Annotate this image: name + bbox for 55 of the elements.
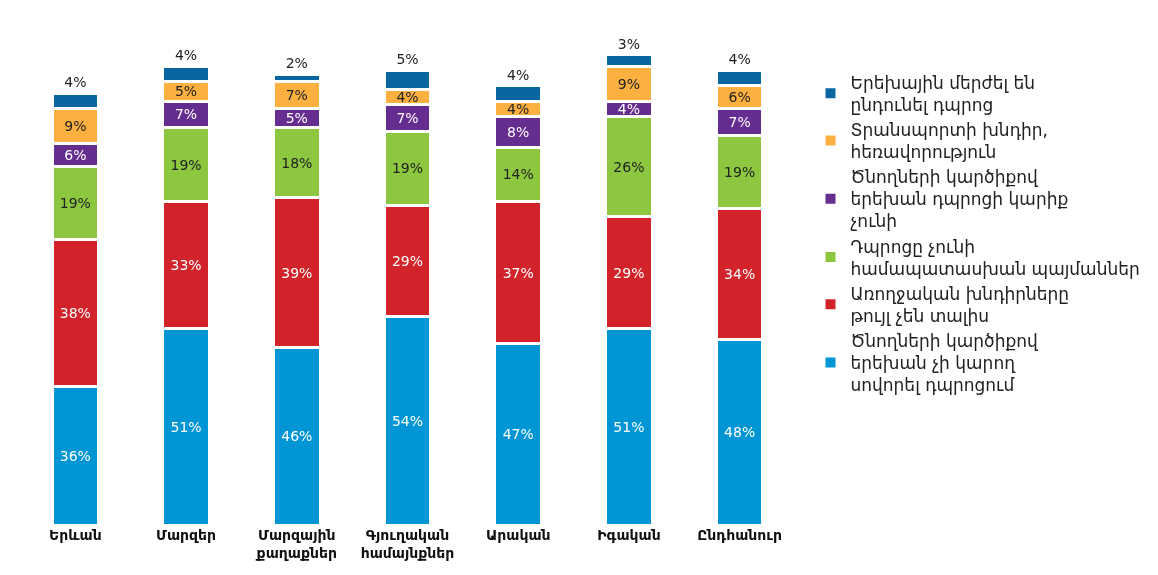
data-label: 4%: [64, 74, 87, 91]
data-label: 5%: [285, 110, 308, 127]
data-label: 4%: [507, 66, 530, 83]
data-label: 4%: [174, 47, 198, 64]
data-label: 14%: [502, 166, 534, 183]
data-label: 9%: [64, 118, 87, 135]
legend-label: Ծնողների կարծիքով երեխան դպրոցի կարիք չունի: [850, 167, 1069, 232]
data-label: 29%: [391, 252, 424, 269]
data-label: 6%: [64, 146, 87, 163]
legend-label: Ծնողների կարծիքով երեխան չի կարող սովորել դպրոցում: [850, 330, 1039, 396]
data-label: 19%: [391, 160, 424, 177]
data-label: 7%: [174, 106, 198, 123]
data-label: 34%: [724, 266, 756, 283]
data-label: 18%: [281, 154, 313, 171]
data-label: 51%: [170, 418, 202, 435]
legend-label: Դպրոցը չունի համապատասխան պայմաններ: [850, 236, 1140, 279]
data-label: 46%: [281, 428, 313, 445]
data-label: 38%: [59, 305, 91, 322]
data-label: 54%: [391, 412, 424, 429]
data-label: 3%: [617, 35, 641, 52]
data-label: 51%: [613, 418, 645, 435]
x-tick-label: Երևան: [49, 527, 102, 543]
data-label: 5%: [174, 83, 198, 100]
data-label: 33%: [170, 256, 202, 273]
x-tick-label: Մարզեր: [156, 527, 217, 543]
data-label: 2%: [285, 55, 308, 72]
x-tick-label: Մարզային քաղաքներ: [255, 527, 337, 562]
data-label: 19%: [170, 156, 202, 173]
x-tick-label: Գյուղական համայնքներ: [360, 527, 455, 562]
data-label: 7%: [396, 110, 419, 127]
data-label: 6%: [728, 89, 751, 106]
data-label: 5%: [396, 51, 419, 68]
data-label: 19%: [724, 164, 756, 181]
data-label: 19%: [59, 195, 91, 212]
data-label: 36%: [59, 447, 91, 464]
x-tick-label: Ընդհանուր: [697, 527, 783, 543]
legend-label: Առողջական խնդիրները թույլ չեն տալիս: [850, 283, 1070, 326]
data-label: 37%: [502, 264, 534, 281]
data-label: 47%: [502, 426, 534, 443]
legend-label: Երեխային մերժել են ընդունել դպրոց: [850, 72, 1036, 115]
x-tick-label: Իգական: [597, 527, 661, 543]
data-label: 7%: [285, 87, 308, 104]
data-label: 8%: [507, 123, 530, 140]
data-label: 29%: [613, 264, 645, 281]
data-label: 4%: [617, 100, 641, 117]
data-label: 4%: [507, 100, 530, 117]
data-label: 39%: [281, 264, 313, 281]
data-label: 48%: [724, 424, 756, 441]
data-label: 7%: [728, 114, 751, 131]
data-label: 4%: [396, 89, 419, 106]
data-label: 4%: [728, 51, 751, 68]
legend-label: Տրանսպորտի խնդիր, հեռավորություն: [850, 120, 1048, 163]
data-label: 26%: [613, 158, 645, 175]
data-label: 9%: [617, 75, 641, 92]
x-tick-label: Արական: [485, 527, 551, 543]
